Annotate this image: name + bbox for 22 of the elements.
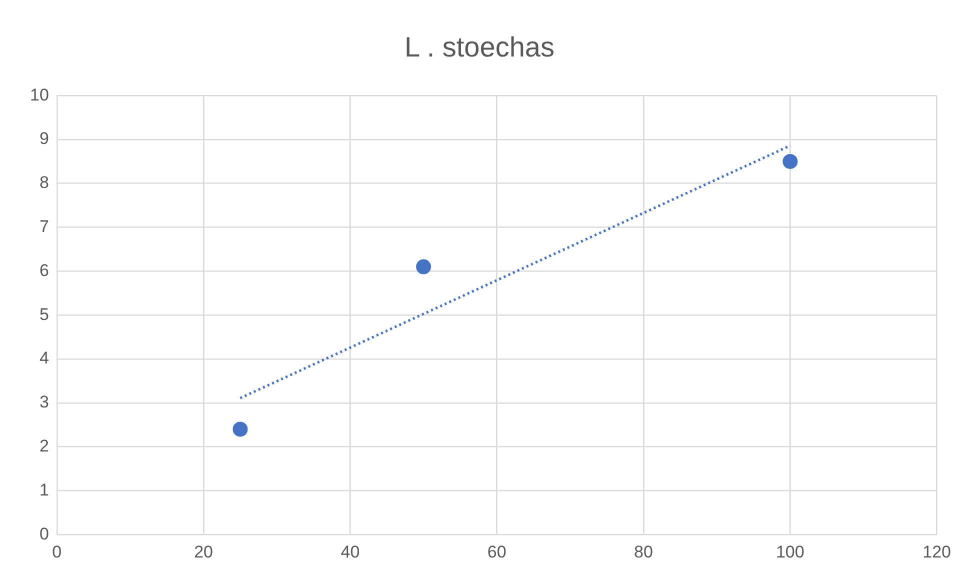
x-tick-label: 120: [922, 542, 952, 562]
y-tick-label: 10: [30, 85, 49, 104]
x-tick-label: 80: [634, 542, 653, 562]
y-tick-label: 7: [39, 216, 49, 236]
y-tick-label: 9: [39, 129, 49, 148]
y-tick-label: 8: [39, 173, 49, 192]
y-tick-label: 4: [39, 348, 49, 368]
point: [232, 422, 248, 437]
chart-title: L . stoechas: [404, 32, 554, 63]
point: [782, 154, 798, 169]
x-tick-label: 60: [487, 542, 506, 562]
point: [416, 259, 432, 274]
x-tick-label: 0: [52, 542, 62, 562]
y-tick-label: 5: [39, 304, 49, 324]
y-tick-label: 1: [39, 480, 49, 500]
x-tick-label: 40: [340, 542, 360, 562]
y-tick-label: 0: [39, 524, 49, 544]
y-tick-label: 6: [39, 260, 49, 280]
y-tick-label: 3: [39, 392, 49, 412]
x-tick-label: 20: [194, 542, 214, 562]
x-tick-label: 100: [776, 542, 804, 562]
y-tick-label: 2: [39, 436, 49, 456]
